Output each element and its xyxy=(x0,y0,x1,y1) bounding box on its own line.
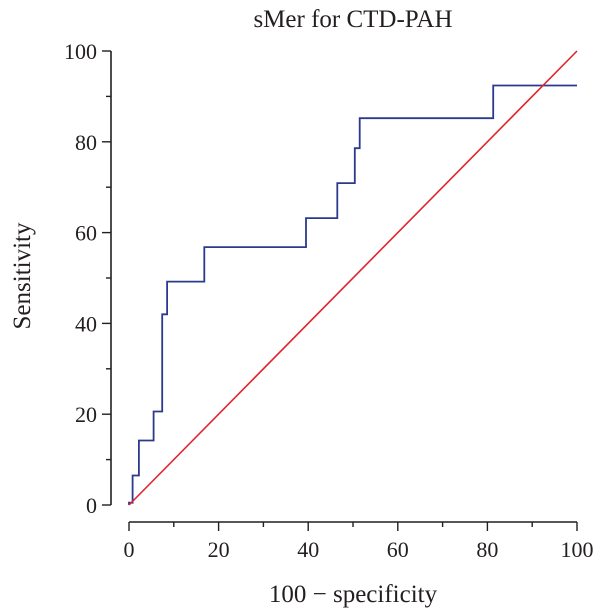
roc-curve-line xyxy=(128,84,577,505)
x-tick-label: 0 xyxy=(124,537,135,562)
x-tick-label: 20 xyxy=(208,537,230,562)
x-axis-title: 100 − specificity xyxy=(269,581,438,608)
y-axis-ticks: 0 20 40 60 80 100 xyxy=(64,39,111,518)
chart-title: sMer for CTD-PAH xyxy=(253,6,452,33)
reference-diagonal-line xyxy=(128,50,578,506)
x-tick-label: 40 xyxy=(297,537,319,562)
x-axis-ticks: 0 20 40 60 80 100 xyxy=(124,522,594,562)
x-tick-label: 100 xyxy=(561,537,594,562)
y-tick-label: 60 xyxy=(75,221,97,246)
y-tick-label: 80 xyxy=(75,130,97,155)
y-tick-label: 100 xyxy=(64,39,97,64)
y-axis-title: Sensitivity xyxy=(9,222,36,329)
y-tick-label: 0 xyxy=(86,493,97,518)
x-tick-label: 80 xyxy=(476,537,498,562)
x-tick-label: 60 xyxy=(387,537,409,562)
plot-series xyxy=(128,50,578,506)
y-tick-label: 20 xyxy=(75,402,97,427)
y-tick-label: 40 xyxy=(75,311,97,336)
